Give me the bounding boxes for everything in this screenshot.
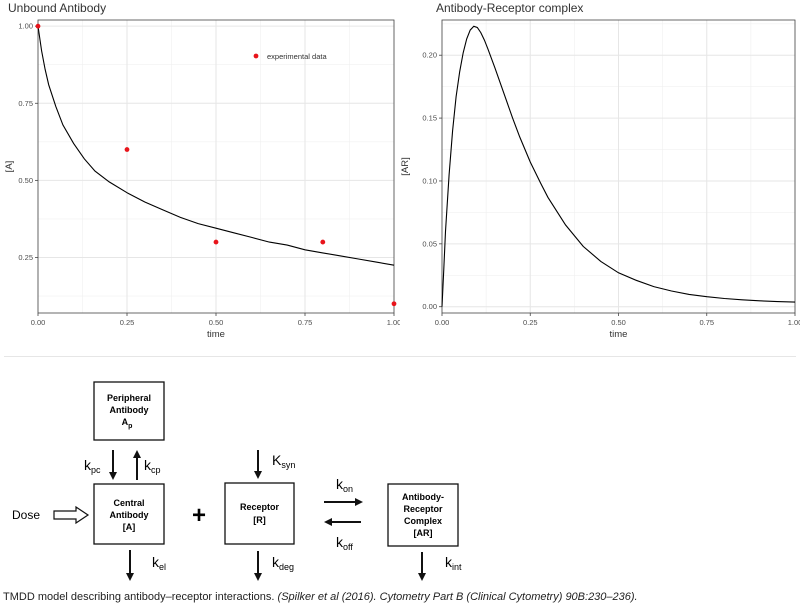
peripheral-compartment: Peripheral Antibody Ap	[93, 381, 165, 441]
caption-citation: (Spilker et al (2016). Cytometry Part B …	[277, 591, 638, 603]
x-tick-label: 1.00	[387, 318, 400, 327]
complex-label-3: Complex	[404, 516, 442, 526]
antibody-receptor-complex-chart: 0.00 0.25 0.50 0.75 1.00 0.00 0.05 0.10 0.15 0.20…	[400, 19, 800, 340]
x-tick-label: 0.75	[699, 318, 714, 327]
x-tick-label: 0.75	[298, 318, 313, 327]
kon-label: kon	[336, 476, 353, 494]
kel-label: kel	[152, 554, 166, 572]
experimental-data-point	[320, 239, 326, 245]
legend-marker	[253, 53, 259, 59]
dose-arrow	[53, 505, 90, 525]
y-tick-label: 0.00	[422, 302, 437, 311]
y-tick-label: 1.00	[18, 22, 33, 31]
koff-label: koff	[336, 534, 353, 552]
unbound-antibody-title: Unbound Antibody	[8, 1, 107, 15]
experimental-data-point	[35, 23, 41, 29]
central-label-3: [A]	[123, 522, 136, 532]
experimental-data-point	[391, 301, 397, 307]
x-tick-label: 0.50	[611, 318, 626, 327]
central-compartment: Central Antibody [A]	[93, 483, 165, 545]
receptor-label-1: Receptor	[240, 502, 280, 512]
complex-compartment: Antibody- Receptor Complex [AR]	[387, 483, 459, 547]
experimental-data-point	[213, 239, 219, 245]
unbound-antibody-chart: 0.00 0.25 0.50 0.75 1.00 0.25 0.50 0.75 1.00 time…	[4, 19, 400, 340]
peripheral-symbol: A	[122, 417, 129, 427]
y-tick-label: 0.15	[422, 114, 437, 123]
legend: experimental data	[253, 52, 327, 61]
caption-text: TMDD model describing antibody–receptor …	[3, 591, 275, 603]
kdeg-label: kdeg	[272, 554, 294, 572]
central-label-1: Central	[113, 498, 144, 508]
x-tick-label: 1.00	[788, 318, 800, 327]
y-tick-label: 0.50	[18, 176, 33, 185]
central-label-2: Antibody	[110, 510, 149, 520]
legend-label: experimental data	[267, 52, 327, 61]
y-tick-label: 0.05	[422, 239, 437, 248]
dose-label: Dose	[12, 508, 40, 522]
model-curve	[37, 26, 395, 266]
x-tick-label: 0.25	[523, 318, 538, 327]
x-axis-label: time	[610, 329, 628, 340]
figure-caption: TMDD model describing antibody–receptor …	[3, 591, 638, 603]
y-tick-label: 0.75	[18, 99, 33, 108]
kcp-label: kcp	[144, 457, 161, 475]
peripheral-label-3: Ap	[122, 417, 133, 430]
y-axis-label: [A]	[4, 161, 15, 173]
x-tick-label: 0.00	[31, 318, 46, 327]
x-tick-label: 0.00	[435, 318, 450, 327]
y-tick-label: 0.20	[422, 51, 437, 60]
complex-chart-title: Antibody-Receptor complex	[436, 1, 584, 15]
receptor-compartment: Receptor [R]	[224, 482, 295, 545]
section-divider	[4, 356, 796, 357]
complex-label-4: [AR]	[414, 528, 433, 538]
complex-label-2: Receptor	[403, 504, 443, 514]
experimental-data-point	[124, 147, 130, 152]
plus-sign: +	[192, 502, 206, 529]
kpc-label: kpc	[84, 457, 101, 475]
y-tick-label: 0.25	[18, 253, 33, 262]
ksyn-label: Ksyn	[272, 452, 295, 470]
y-tick-label: 0.10	[422, 176, 437, 185]
receptor-label-2: [R]	[253, 515, 266, 525]
x-tick-label: 0.50	[209, 318, 224, 327]
peripheral-subscript: p	[128, 423, 132, 430]
tmdd-model-diagram: Peripheral Antibody Ap kpc kcp Central A…	[12, 381, 462, 581]
peripheral-label-1: Peripheral	[107, 393, 151, 403]
peripheral-label-2: Antibody	[110, 405, 149, 415]
x-axis-label: time	[207, 329, 225, 340]
complex-label-1: Antibody-	[402, 492, 444, 502]
y-axis-label: [AR]	[400, 157, 411, 175]
x-tick-label: 0.25	[120, 318, 135, 327]
model-curve	[441, 25, 796, 307]
kint-label: kint	[445, 554, 462, 572]
